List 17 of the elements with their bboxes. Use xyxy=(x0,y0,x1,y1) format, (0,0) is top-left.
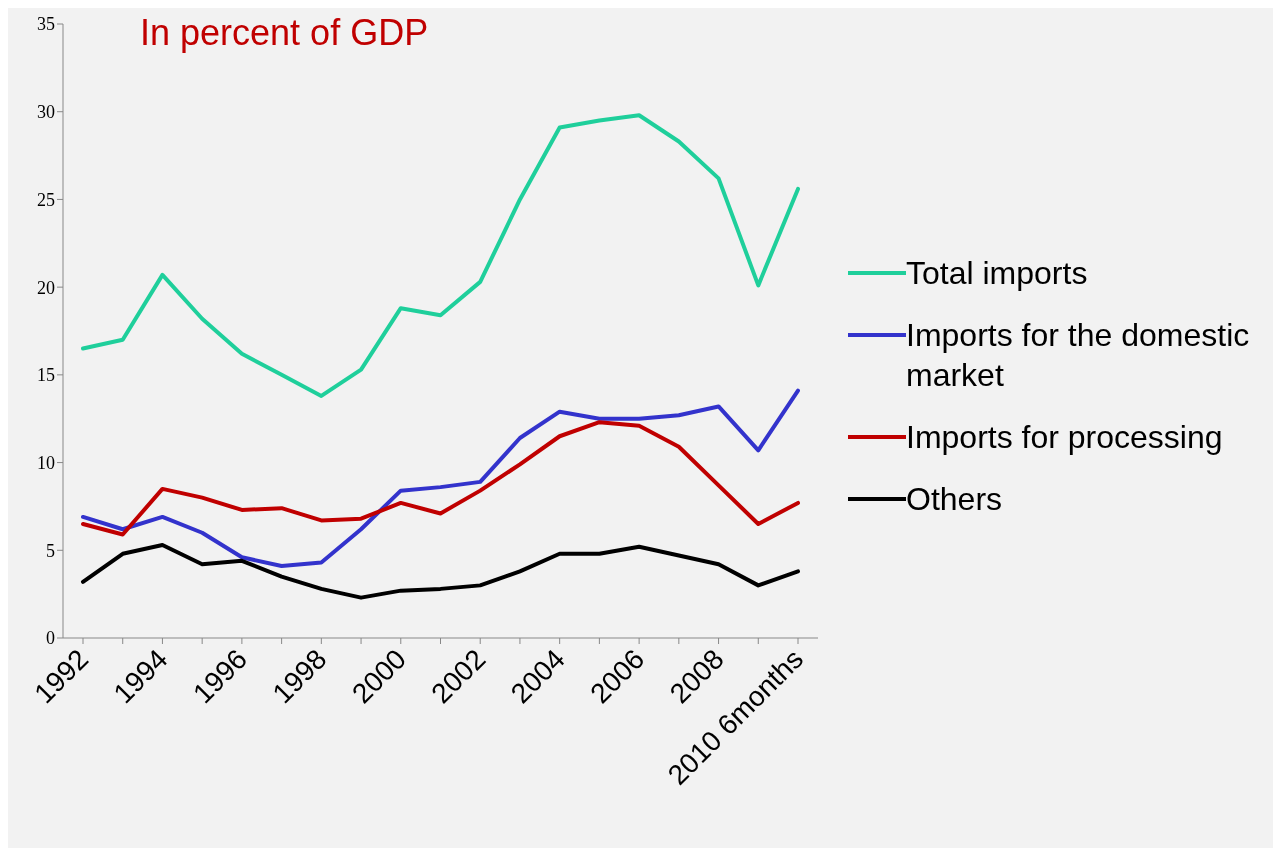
legend-label: Others xyxy=(906,480,1003,519)
y-tick-label: 20 xyxy=(37,277,55,298)
line-series xyxy=(81,113,800,398)
y-tick-label: 10 xyxy=(37,452,55,473)
legend-label: Imports for processing xyxy=(906,418,1223,457)
y-tick-label: 15 xyxy=(37,365,55,386)
legend-label: Imports for the domestic market xyxy=(906,316,1251,395)
line-series xyxy=(81,420,800,537)
y-tick-label: 30 xyxy=(37,102,55,123)
line-series xyxy=(81,388,800,569)
line-series xyxy=(81,543,800,600)
y-tick-label: 25 xyxy=(37,189,55,210)
legend-label: Total imports xyxy=(906,254,1088,293)
y-tick-label: 35 xyxy=(37,14,55,35)
chart-title: In percent of GDP xyxy=(140,12,429,54)
y-tick-label: 0 xyxy=(46,628,55,649)
y-tick-label: 5 xyxy=(46,540,55,561)
